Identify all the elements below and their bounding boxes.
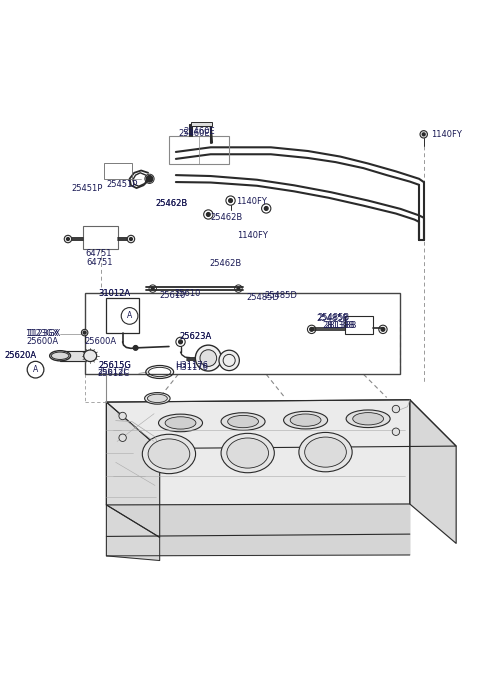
- Text: 25485B: 25485B: [316, 314, 348, 323]
- Text: 25462B: 25462B: [210, 258, 242, 267]
- Text: 1123GX: 1123GX: [25, 329, 59, 338]
- Circle shape: [119, 434, 126, 441]
- Text: 28138B: 28138B: [323, 321, 355, 330]
- Circle shape: [310, 328, 313, 331]
- Text: 25600A: 25600A: [84, 337, 117, 346]
- Circle shape: [392, 428, 400, 435]
- Text: 25600A: 25600A: [26, 337, 59, 346]
- Text: 25612C: 25612C: [97, 367, 130, 376]
- Circle shape: [130, 238, 132, 240]
- Text: 25620A: 25620A: [5, 351, 37, 360]
- Circle shape: [206, 213, 210, 216]
- Ellipse shape: [142, 435, 195, 473]
- Text: 25462B: 25462B: [211, 213, 243, 222]
- Circle shape: [381, 328, 385, 331]
- Circle shape: [200, 350, 216, 367]
- Ellipse shape: [147, 394, 168, 403]
- Text: 25615G: 25615G: [98, 360, 132, 369]
- Text: 25623A: 25623A: [180, 332, 212, 341]
- Text: 25460E: 25460E: [179, 129, 210, 138]
- Text: 25485B: 25485B: [317, 313, 349, 322]
- Circle shape: [422, 133, 425, 136]
- Ellipse shape: [221, 413, 265, 430]
- Bar: [104, 163, 132, 179]
- Text: 25451P: 25451P: [72, 184, 103, 193]
- Text: 64751: 64751: [85, 249, 112, 258]
- Text: 25615G: 25615G: [98, 360, 132, 369]
- Text: 25610: 25610: [159, 291, 186, 300]
- Circle shape: [195, 345, 221, 371]
- Ellipse shape: [158, 414, 203, 432]
- Ellipse shape: [144, 393, 170, 404]
- Text: 1140FY: 1140FY: [236, 198, 267, 207]
- Text: 25620A: 25620A: [5, 351, 37, 360]
- Circle shape: [420, 131, 427, 138]
- Ellipse shape: [227, 438, 268, 468]
- Text: 25612C: 25612C: [97, 369, 130, 378]
- Ellipse shape: [305, 437, 347, 467]
- Text: A: A: [33, 365, 38, 374]
- Bar: [84, 293, 400, 374]
- Ellipse shape: [148, 439, 190, 469]
- Ellipse shape: [346, 410, 390, 428]
- Text: 25623A: 25623A: [180, 332, 212, 341]
- Text: 25462B: 25462B: [155, 200, 187, 209]
- Text: 25610: 25610: [174, 289, 201, 298]
- Ellipse shape: [299, 432, 352, 472]
- Ellipse shape: [221, 433, 275, 473]
- Circle shape: [228, 199, 232, 202]
- Circle shape: [264, 207, 268, 210]
- Circle shape: [119, 412, 126, 420]
- Ellipse shape: [353, 412, 384, 425]
- Bar: [83, 226, 118, 249]
- Ellipse shape: [228, 415, 258, 428]
- Ellipse shape: [49, 351, 71, 361]
- Text: 25451P: 25451P: [107, 180, 138, 189]
- Polygon shape: [107, 505, 160, 561]
- Text: 31012A: 31012A: [99, 289, 131, 298]
- Ellipse shape: [290, 414, 321, 426]
- Text: H31176: H31176: [175, 363, 208, 372]
- Circle shape: [83, 331, 86, 334]
- Circle shape: [179, 340, 182, 344]
- Ellipse shape: [284, 412, 327, 429]
- Polygon shape: [107, 402, 160, 537]
- Text: 31012A: 31012A: [99, 289, 131, 298]
- Circle shape: [82, 329, 88, 336]
- Bar: [191, 122, 212, 126]
- Circle shape: [133, 346, 138, 350]
- Text: H31176: H31176: [176, 360, 209, 369]
- Circle shape: [146, 175, 153, 182]
- Ellipse shape: [84, 350, 96, 362]
- Text: 1140FY: 1140FY: [431, 130, 462, 139]
- Circle shape: [392, 405, 400, 413]
- Circle shape: [219, 350, 240, 371]
- Text: 25485D: 25485D: [247, 293, 280, 302]
- Bar: [169, 136, 229, 164]
- Circle shape: [237, 287, 240, 290]
- Polygon shape: [410, 400, 456, 543]
- Ellipse shape: [51, 352, 69, 360]
- Bar: [345, 316, 373, 333]
- Text: 64751: 64751: [86, 258, 113, 267]
- Text: 1140FY: 1140FY: [238, 231, 268, 240]
- Polygon shape: [107, 400, 410, 505]
- Circle shape: [64, 236, 72, 243]
- Polygon shape: [107, 400, 456, 448]
- Polygon shape: [107, 504, 410, 556]
- Text: 1123GX: 1123GX: [27, 329, 60, 338]
- Circle shape: [67, 238, 69, 240]
- Text: 25462B: 25462B: [155, 200, 187, 209]
- Text: 28138B: 28138B: [324, 321, 357, 330]
- Circle shape: [151, 287, 154, 290]
- Text: 25460E: 25460E: [183, 127, 215, 136]
- Text: 25485D: 25485D: [264, 291, 297, 300]
- Ellipse shape: [165, 416, 196, 429]
- Bar: [107, 298, 139, 333]
- Text: A: A: [127, 311, 132, 320]
- Circle shape: [127, 236, 135, 243]
